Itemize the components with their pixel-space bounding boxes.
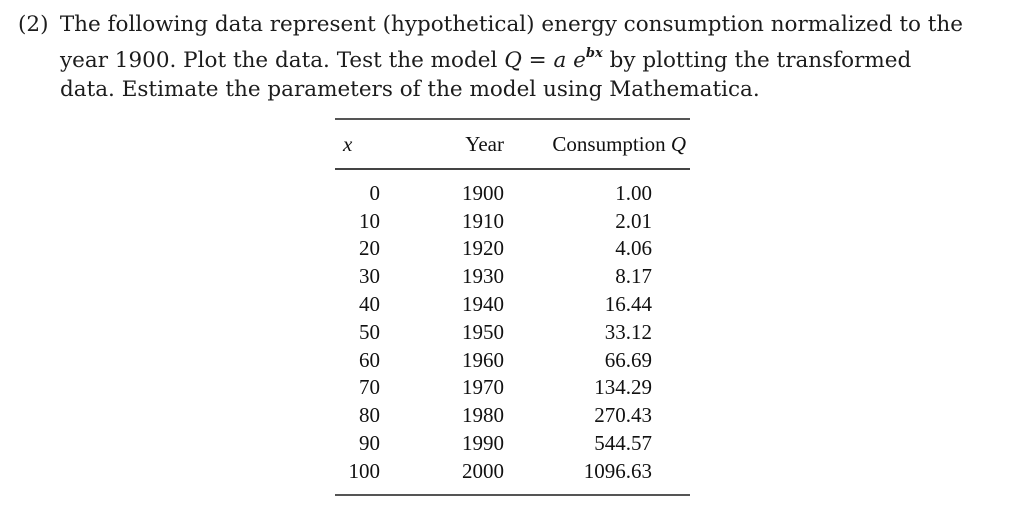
problem-text-2b: by plotting the transformed [602, 48, 912, 73]
table-row: 30 1930 8.17 [335, 263, 690, 291]
cell-year: 1980 [462, 403, 504, 428]
cell-consumption: 544.57 [594, 431, 652, 456]
problem-text-2a: year 1900. Plot the data. Test the model [60, 48, 505, 73]
table-row: 10 1910 2.01 [335, 207, 690, 235]
data-table: x Year Consumption Q 0 1900 1.00 10 1910 2.0… [335, 118, 690, 497]
cell-x: 80 [359, 403, 380, 428]
cell-year: 1930 [462, 264, 504, 289]
math-equals: = [521, 48, 554, 73]
header-consumption-label: Consumption [552, 131, 671, 156]
cell-x: 90 [359, 431, 380, 456]
math-var-a: a [553, 48, 567, 73]
table-header-rule [335, 168, 690, 170]
table-row: 70 1970 134.29 [335, 374, 690, 402]
cell-consumption: 1.00 [615, 180, 652, 205]
table-row: 40 1940 16.44 [335, 291, 690, 319]
table-row: 100 2000 1096.63 [335, 457, 690, 485]
problem-text-1: The following data represent (hypothetic… [59, 12, 963, 37]
cell-year: 1940 [462, 292, 504, 317]
table-row: 60 1960 66.69 [335, 346, 690, 374]
cell-x: 20 [359, 236, 380, 261]
cell-x: 40 [359, 292, 380, 317]
table-body: 0 1900 1.00 10 1910 2.01 20 1920 4.06 30 1930 8.… [335, 170, 690, 495]
problem-line-1: (2) The following data represent (hypoth… [18, 10, 963, 39]
cell-x: 60 [359, 347, 380, 372]
cell-year: 1960 [462, 347, 504, 372]
problem-statement: (2) The following data represent (hypoth… [18, 10, 963, 104]
math-exponent: bx [585, 46, 603, 61]
problem-line-2: year 1900. Plot the data. Test the model… [18, 39, 963, 75]
cell-year: 1910 [462, 208, 504, 233]
cell-x: 10 [359, 208, 380, 233]
cell-x: 30 [359, 264, 380, 289]
header-x: x [343, 131, 353, 156]
cell-consumption: 134.29 [594, 375, 652, 400]
header-consumption: Consumption Q [505, 132, 690, 157]
header-consumption-var: Q [670, 131, 686, 156]
cell-consumption: 2.01 [615, 208, 652, 233]
cell-x: 70 [359, 375, 380, 400]
cell-year: 1990 [462, 431, 504, 456]
table-header-row: x Year Consumption Q [335, 120, 690, 168]
cell-consumption: 16.44 [604, 292, 652, 317]
table-row: 20 1920 4.06 [335, 235, 690, 263]
cell-year: 2000 [462, 458, 504, 483]
table-row: 90 1990 544.57 [335, 430, 690, 458]
cell-consumption: 4.06 [615, 236, 652, 261]
table-top-rule [335, 118, 690, 120]
cell-x: 0 [369, 180, 381, 205]
cell-consumption: 33.12 [604, 319, 652, 344]
math-var-q: Q [504, 48, 522, 73]
cell-year: 1900 [462, 180, 504, 205]
problem-number: (2) [18, 12, 49, 37]
problem-line-3: data. Estimate the parameters of the mod… [60, 77, 760, 102]
cell-year: 1950 [462, 319, 504, 344]
cell-consumption: 66.69 [604, 347, 652, 372]
cell-year: 1970 [462, 375, 504, 400]
cell-consumption: 270.43 [594, 403, 652, 428]
cell-year: 1920 [462, 236, 504, 261]
table-row: 0 1900 1.00 [335, 180, 690, 208]
table-row: 80 1980 270.43 [335, 402, 690, 430]
cell-x: 100 [348, 458, 381, 483]
table-bottom-rule [335, 494, 690, 497]
cell-x: 50 [359, 319, 380, 344]
math-e: e [566, 48, 586, 73]
cell-consumption: 1096.63 [583, 458, 652, 483]
header-year: Year [465, 131, 504, 156]
cell-consumption: 8.17 [615, 264, 652, 289]
table-row: 50 1950 33.12 [335, 318, 690, 346]
